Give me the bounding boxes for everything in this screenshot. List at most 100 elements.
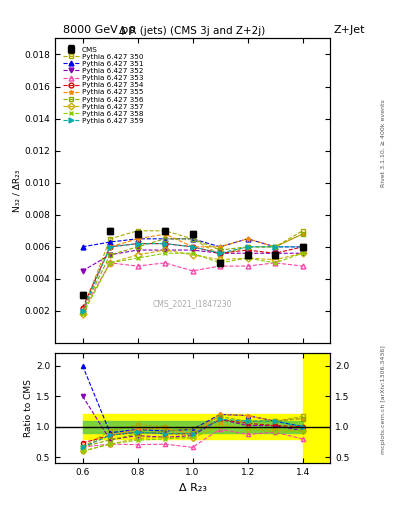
Line: Pythia 6.427 356: Pythia 6.427 356 [80, 231, 305, 313]
Pythia 6.427 358 [163, 250, 167, 257]
Pythia 6.427 350 [190, 236, 195, 242]
Text: Rivet 3.1.10, ≥ 400k events: Rivet 3.1.10, ≥ 400k events [381, 99, 386, 187]
Y-axis label: Ratio to CMS: Ratio to CMS [24, 379, 33, 437]
Pythia 6.427 359 [108, 244, 112, 250]
Pythia 6.427 358 [135, 255, 140, 261]
Pythia 6.427 358 [300, 250, 305, 257]
Line: Pythia 6.427 354: Pythia 6.427 354 [80, 241, 305, 310]
Pythia 6.427 353 [245, 263, 250, 269]
Pythia 6.427 353 [135, 263, 140, 269]
Pythia 6.427 355 [190, 244, 195, 250]
Pythia 6.427 352 [108, 252, 112, 258]
Pythia 6.427 355 [135, 236, 140, 242]
Pythia 6.427 351 [190, 236, 195, 242]
Pythia 6.427 354 [108, 244, 112, 250]
Line: Pythia 6.427 351: Pythia 6.427 351 [80, 237, 305, 249]
Pythia 6.427 359 [80, 308, 85, 314]
Line: Pythia 6.427 352: Pythia 6.427 352 [80, 248, 305, 273]
Pythia 6.427 358 [273, 260, 277, 266]
Pythia 6.427 352 [135, 247, 140, 253]
Pythia 6.427 352 [163, 247, 167, 253]
Pythia 6.427 352 [80, 268, 85, 274]
Pythia 6.427 356 [300, 231, 305, 237]
Pythia 6.427 356 [108, 252, 112, 258]
Text: mcplots.cern.ch [arXiv:1306.3436]: mcplots.cern.ch [arXiv:1306.3436] [381, 345, 386, 454]
Pythia 6.427 359 [273, 244, 277, 250]
Pythia 6.427 353 [218, 263, 222, 269]
Pythia 6.427 350 [108, 236, 112, 242]
Pythia 6.427 355 [163, 231, 167, 237]
Pythia 6.427 350 [300, 228, 305, 234]
Text: 8000 GeV pp: 8000 GeV pp [63, 25, 135, 35]
Pythia 6.427 357 [135, 252, 140, 258]
Pythia 6.427 350 [218, 252, 222, 258]
Legend: CMS, Pythia 6.427 350, Pythia 6.427 351, Pythia 6.427 352, Pythia 6.427 353, Pyt: CMS, Pythia 6.427 350, Pythia 6.427 351,… [61, 45, 145, 125]
Pythia 6.427 357 [163, 247, 167, 253]
Line: Pythia 6.427 358: Pythia 6.427 358 [80, 251, 305, 316]
Pythia 6.427 354 [245, 247, 250, 253]
Pythia 6.427 353 [80, 308, 85, 314]
Line: Pythia 6.427 353: Pythia 6.427 353 [80, 261, 305, 313]
Pythia 6.427 351 [80, 244, 85, 250]
Pythia 6.427 356 [273, 244, 277, 250]
Pythia 6.427 359 [163, 241, 167, 247]
Pythia 6.427 359 [218, 250, 222, 257]
Text: CMS_2021_I1847230: CMS_2021_I1847230 [153, 299, 232, 308]
Pythia 6.427 350 [163, 228, 167, 234]
Pythia 6.427 355 [245, 236, 250, 242]
Pythia 6.427 358 [245, 255, 250, 261]
Pythia 6.427 354 [80, 305, 85, 311]
Pythia 6.427 359 [245, 244, 250, 250]
Pythia 6.427 351 [245, 236, 250, 242]
Pythia 6.427 353 [163, 260, 167, 266]
Pythia 6.427 351 [300, 244, 305, 250]
Pythia 6.427 350 [273, 244, 277, 250]
Pythia 6.427 355 [80, 308, 85, 314]
Pythia 6.427 351 [135, 236, 140, 242]
Pythia 6.427 350 [135, 228, 140, 234]
Pythia 6.427 350 [80, 308, 85, 314]
Pythia 6.427 351 [273, 244, 277, 250]
Pythia 6.427 355 [218, 244, 222, 250]
Pythia 6.427 354 [135, 241, 140, 247]
Pythia 6.427 359 [135, 241, 140, 247]
Pythia 6.427 358 [190, 250, 195, 257]
Pythia 6.427 353 [273, 260, 277, 266]
Pythia 6.427 353 [190, 268, 195, 274]
Pythia 6.427 357 [218, 257, 222, 263]
Y-axis label: N₃₂ / ΔR₂₃: N₃₂ / ΔR₂₃ [13, 169, 22, 212]
Pythia 6.427 353 [108, 260, 112, 266]
Pythia 6.427 352 [190, 247, 195, 253]
Pythia 6.427 356 [190, 236, 195, 242]
Pythia 6.427 355 [108, 244, 112, 250]
Pythia 6.427 354 [218, 250, 222, 257]
Pythia 6.427 356 [80, 308, 85, 314]
X-axis label: Δ R₂₃: Δ R₂₃ [178, 483, 207, 493]
Pythia 6.427 358 [108, 260, 112, 266]
Pythia 6.427 359 [190, 244, 195, 250]
Pythia 6.427 359 [300, 244, 305, 250]
Pythia 6.427 354 [273, 250, 277, 257]
Pythia 6.427 354 [190, 244, 195, 250]
Pythia 6.427 352 [300, 250, 305, 257]
Pythia 6.427 357 [80, 311, 85, 317]
Pythia 6.427 356 [245, 244, 250, 250]
Pythia 6.427 357 [245, 255, 250, 261]
Pythia 6.427 355 [300, 231, 305, 237]
Line: Pythia 6.427 357: Pythia 6.427 357 [80, 248, 305, 316]
Pythia 6.427 351 [218, 244, 222, 250]
Pythia 6.427 353 [300, 263, 305, 269]
Pythia 6.427 354 [300, 244, 305, 250]
Title: Δ R (jets) (CMS 3j and Z+2j): Δ R (jets) (CMS 3j and Z+2j) [119, 26, 266, 36]
Pythia 6.427 354 [163, 241, 167, 247]
Pythia 6.427 358 [218, 260, 222, 266]
Pythia 6.427 357 [300, 250, 305, 257]
Line: Pythia 6.427 359: Pythia 6.427 359 [80, 241, 305, 313]
Pythia 6.427 350 [245, 244, 250, 250]
Pythia 6.427 356 [135, 244, 140, 250]
Pythia 6.427 357 [190, 252, 195, 258]
Pythia 6.427 355 [273, 244, 277, 250]
Pythia 6.427 352 [273, 250, 277, 257]
Pythia 6.427 351 [163, 236, 167, 242]
Pythia 6.427 352 [218, 250, 222, 257]
